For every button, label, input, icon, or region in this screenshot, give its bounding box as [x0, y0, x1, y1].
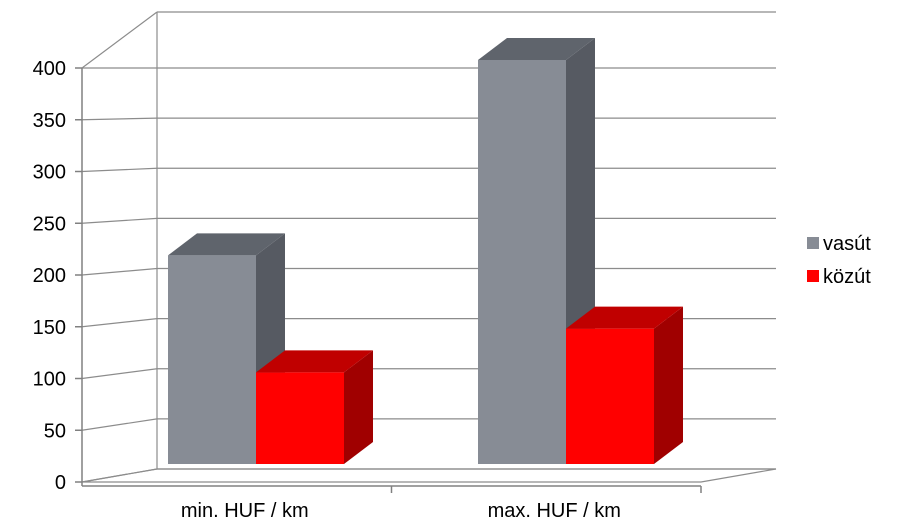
y-tick-label: 150	[33, 317, 66, 339]
legend-item: vasút	[807, 233, 871, 255]
grid-diagonal	[81, 318, 158, 328]
y-tick-label: 300	[33, 162, 66, 184]
legend-item: közút	[807, 266, 871, 288]
x-tick-label: max. HUF / km	[488, 500, 621, 522]
bar	[256, 350, 373, 464]
legend: vasút közút	[807, 233, 871, 288]
grid-diagonal	[81, 368, 158, 380]
y-tick-label: 0	[55, 472, 66, 494]
grid-diagonal	[81, 117, 158, 121]
bar-front	[478, 60, 566, 464]
bar-side	[654, 306, 683, 464]
bar-top	[256, 350, 373, 373]
bars	[168, 38, 683, 464]
legend-swatch	[807, 237, 819, 249]
y-tick-label: 250	[33, 213, 66, 235]
legend-label: közút	[823, 266, 871, 288]
bar-front	[566, 328, 654, 464]
grid-diagonal	[81, 418, 158, 431]
bar-top	[478, 38, 595, 60]
grid-diagonal	[81, 217, 158, 224]
bar-front	[256, 372, 344, 464]
bar-front	[168, 255, 256, 464]
legend-label: vasút	[823, 233, 871, 255]
bar	[566, 306, 683, 464]
grid-diagonal-top	[81, 11, 158, 69]
bar-top	[566, 306, 683, 329]
y-tick-label: 100	[33, 369, 66, 391]
y-tick-label: 350	[33, 110, 66, 132]
chart-floor	[81, 468, 777, 483]
grid-diagonal	[81, 167, 158, 173]
y-tick-label: 50	[44, 420, 66, 442]
x-tick-label: min. HUF / km	[181, 500, 309, 522]
bar-top	[168, 233, 285, 256]
bar-side	[344, 350, 373, 464]
grid-diagonal	[81, 267, 158, 276]
x-tick-labels: min. HUF / km max. HUF / km	[181, 500, 621, 522]
axes	[75, 12, 702, 493]
y-tick-label: 200	[33, 265, 66, 287]
y-tick-labels: 0 50 100 150 200 250 300 350 400	[33, 58, 66, 494]
y-tick-label: 400	[33, 58, 66, 80]
legend-swatch	[807, 270, 819, 282]
